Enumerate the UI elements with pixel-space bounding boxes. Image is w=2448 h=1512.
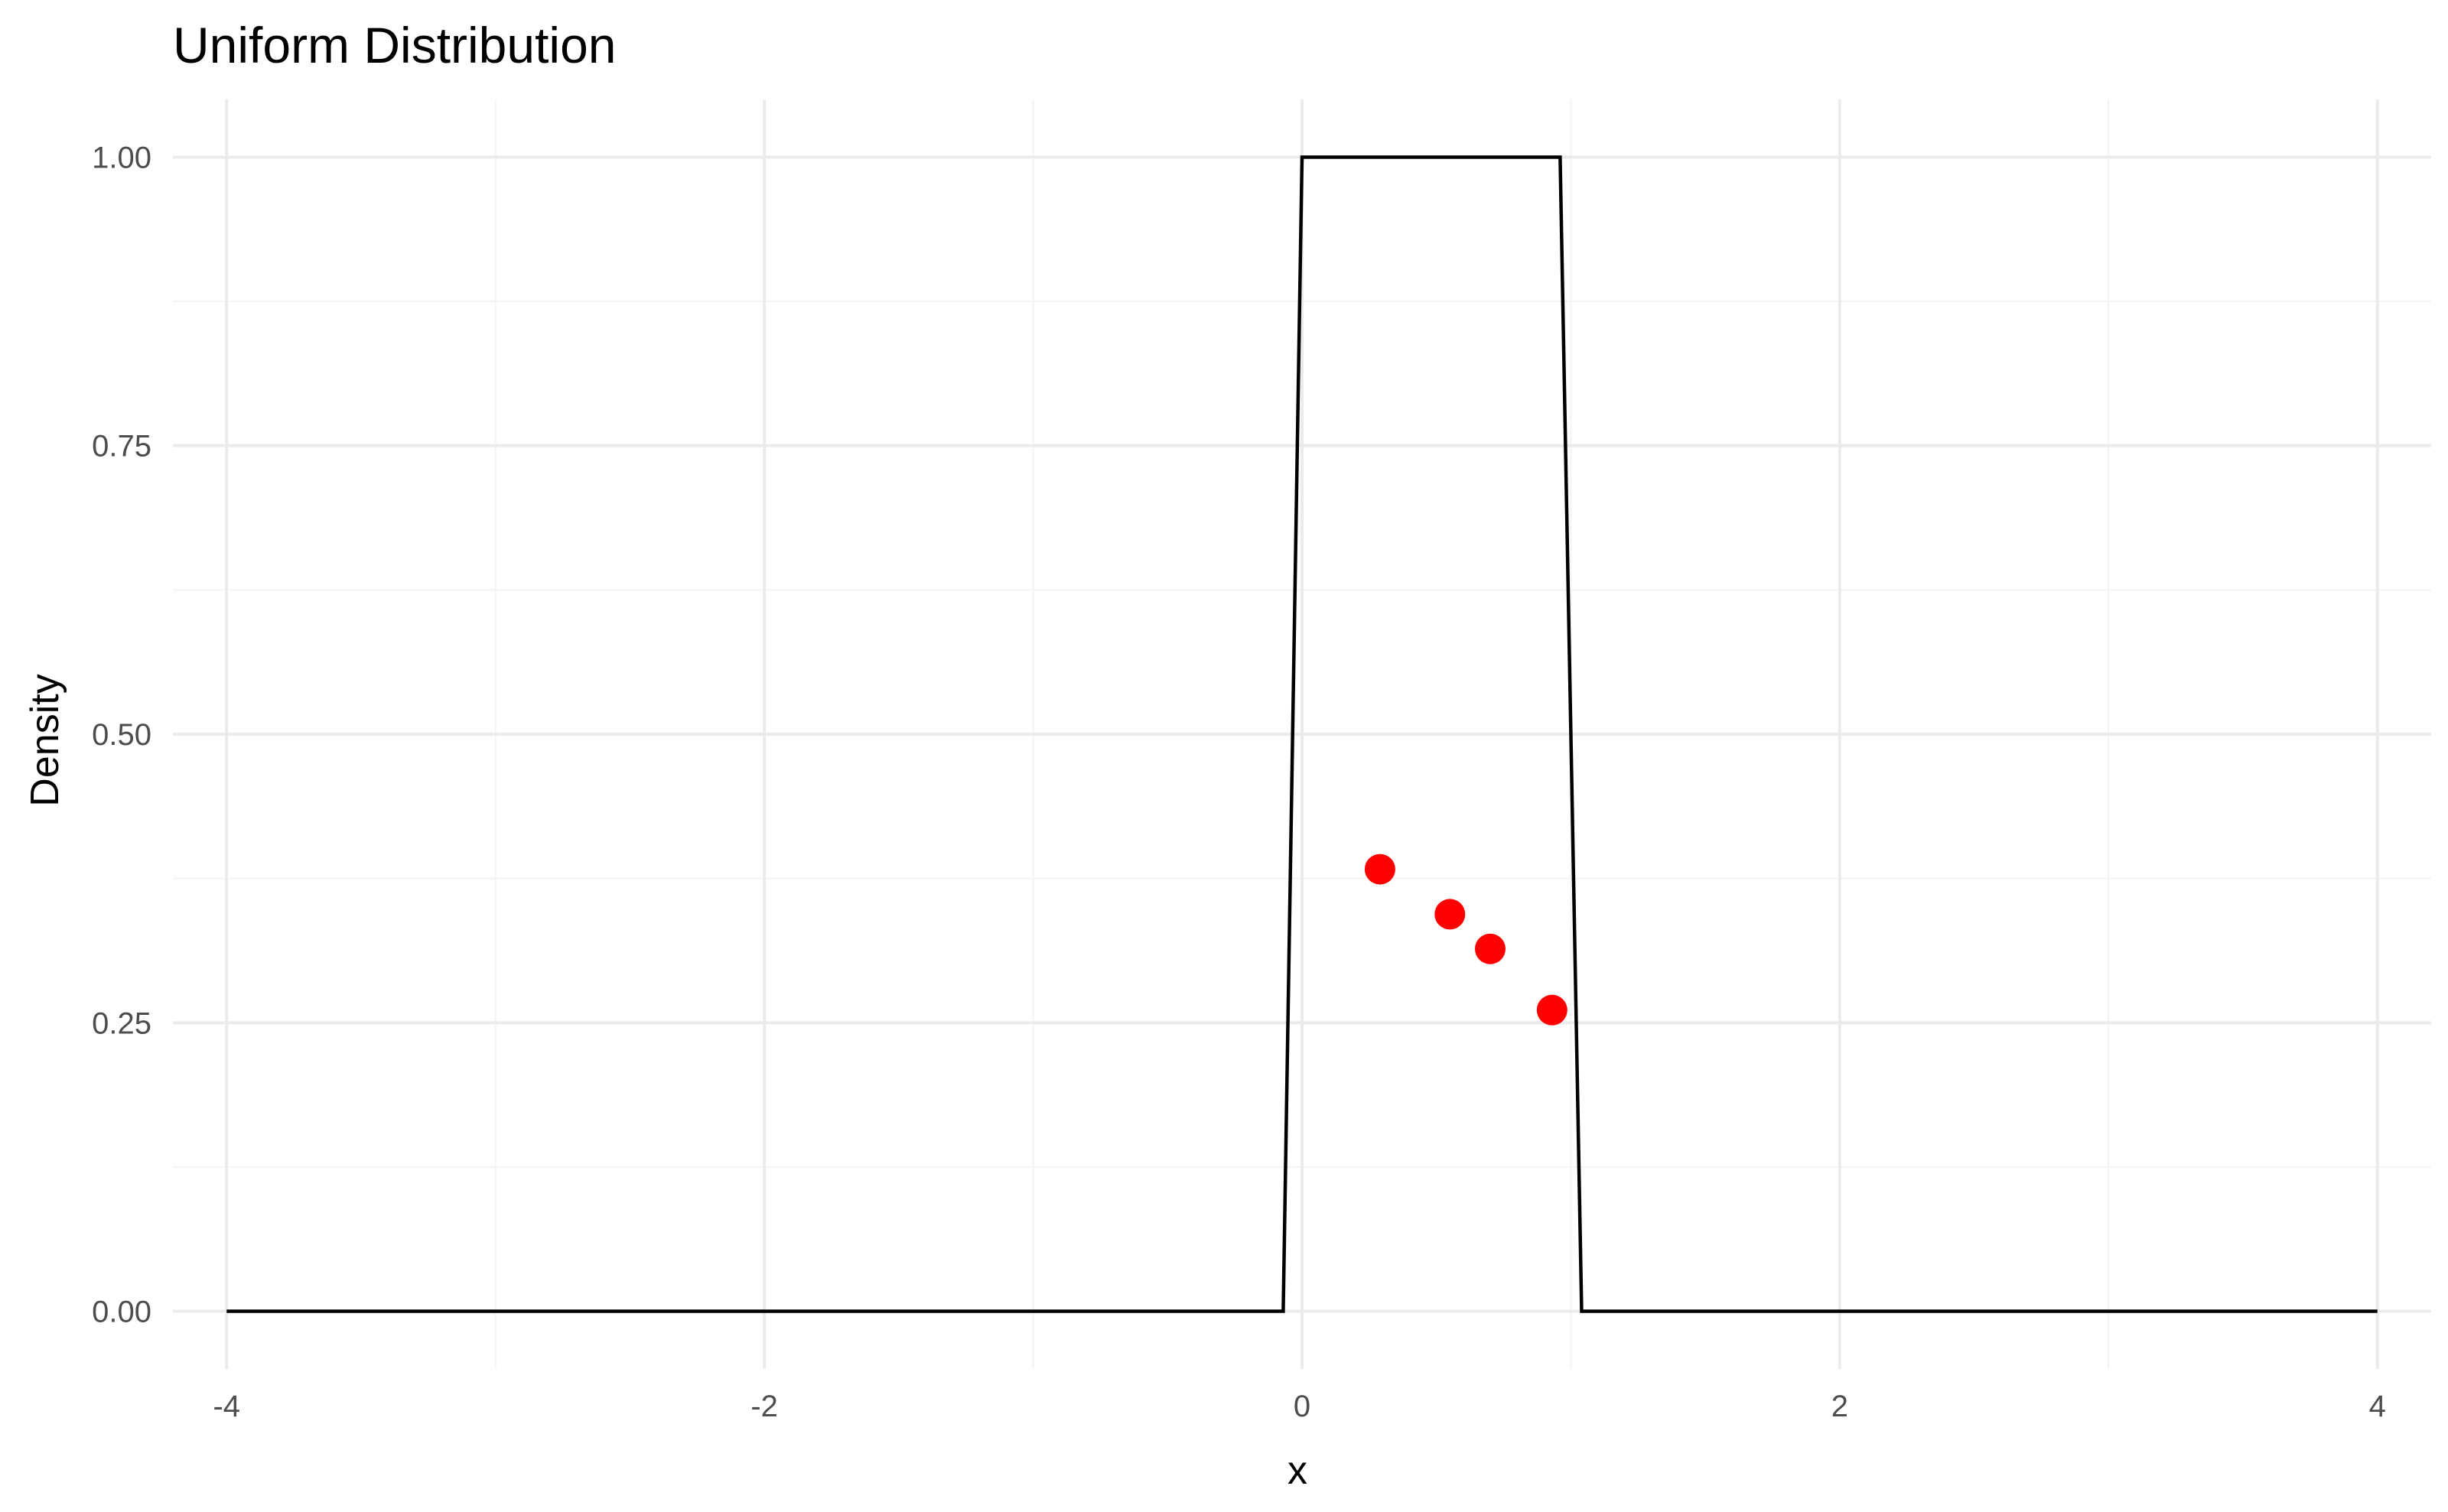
y-axis-tick-labels: 0.00 0.25 0.50 0.75 1.00 <box>92 141 151 1328</box>
chart-title: Uniform Distribution <box>173 17 617 73</box>
x-tick-label: -2 <box>750 1390 778 1423</box>
x-axis-tick-labels: -4 -2 0 2 4 <box>213 1390 2385 1423</box>
y-tick-label: 0.50 <box>92 718 151 752</box>
y-tick-label: 0.00 <box>92 1296 151 1329</box>
density-line <box>226 155 2378 1313</box>
major-gridlines <box>173 99 2431 1369</box>
x-tick-label: 0 <box>1294 1390 1310 1423</box>
sample-point <box>1434 899 1466 930</box>
sample-point <box>1536 994 1567 1026</box>
x-tick-label: 4 <box>2369 1390 2386 1423</box>
sample-point <box>1475 933 1506 964</box>
y-tick-label: 0.75 <box>92 430 151 463</box>
y-tick-label: 1.00 <box>92 141 151 174</box>
y-tick-label: 0.25 <box>92 1006 151 1040</box>
x-tick-label: 2 <box>1831 1390 1848 1423</box>
x-tick-label: -4 <box>213 1390 240 1423</box>
x-axis-title: x <box>1287 1449 1307 1493</box>
plot-series <box>226 155 2378 1313</box>
sample-point <box>1364 854 1395 885</box>
y-axis-title: Density <box>23 674 67 806</box>
